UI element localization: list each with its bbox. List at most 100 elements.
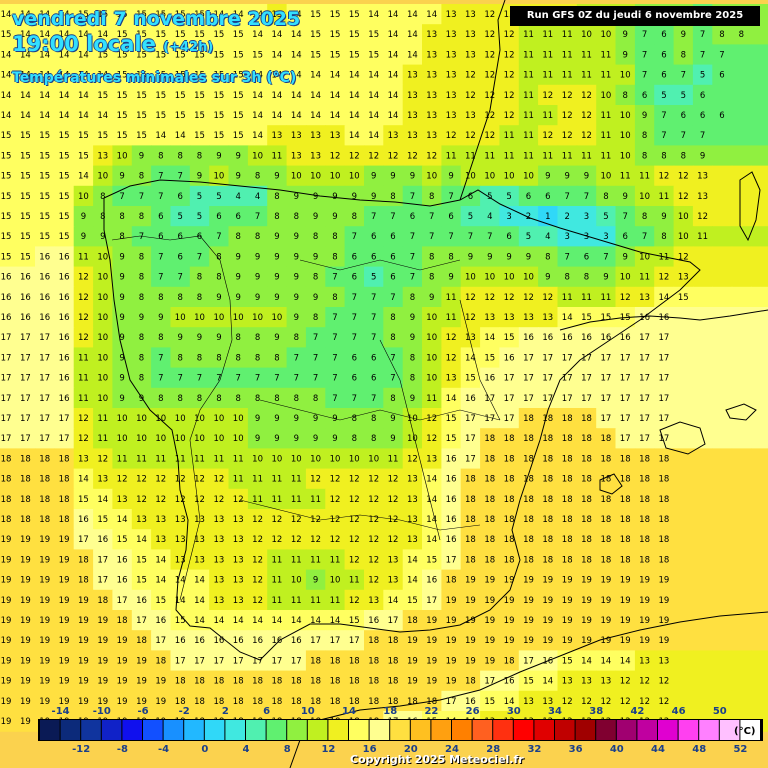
grid-value: 17 bbox=[504, 374, 515, 384]
grid-value: 14 bbox=[581, 656, 592, 666]
shading-cell bbox=[557, 448, 578, 470]
grid-value: 14 bbox=[426, 475, 437, 485]
grid-value: 12 bbox=[194, 475, 205, 485]
shading-cell bbox=[731, 206, 752, 227]
shading-cell bbox=[634, 387, 655, 409]
grid-value: 8 bbox=[274, 394, 279, 404]
shading-cell bbox=[692, 145, 713, 167]
grid-value: 13 bbox=[117, 495, 128, 505]
shading-cell bbox=[518, 327, 539, 348]
grid-value: 9 bbox=[197, 333, 202, 343]
grid-value: 7 bbox=[390, 212, 395, 222]
shading-cell bbox=[54, 84, 75, 106]
grid-value: 15 bbox=[523, 677, 534, 687]
shading-cell bbox=[712, 84, 733, 106]
grid-value: 16 bbox=[252, 636, 263, 646]
grid-value: 11 bbox=[581, 50, 592, 60]
shading-cell bbox=[712, 246, 733, 268]
grid-value: 13 bbox=[426, 454, 437, 464]
grid-value: 13 bbox=[407, 131, 418, 141]
shading-cell bbox=[131, 125, 152, 146]
shading-cell bbox=[189, 145, 210, 167]
shading-cell bbox=[518, 387, 539, 409]
grid-value: 5 bbox=[177, 212, 182, 222]
shading-cell bbox=[557, 165, 578, 187]
shading-cell bbox=[325, 266, 346, 288]
grid-value: 18 bbox=[658, 475, 669, 485]
shading-cell bbox=[247, 246, 268, 268]
shading-cell bbox=[0, 105, 17, 126]
shading-cell bbox=[0, 206, 17, 227]
grid-value: 11 bbox=[620, 172, 631, 182]
grid-value: 10 bbox=[252, 151, 263, 161]
grid-value: 15 bbox=[78, 131, 89, 141]
grid-value: 10 bbox=[523, 273, 534, 283]
shading-cell bbox=[615, 64, 636, 86]
shading-cell bbox=[673, 105, 694, 126]
shading-cell bbox=[247, 448, 268, 470]
shading-cell bbox=[634, 105, 655, 126]
grid-value: 9 bbox=[294, 273, 299, 283]
shading-cell bbox=[189, 206, 210, 227]
shading-cell bbox=[557, 307, 578, 328]
grid-value: 17 bbox=[639, 394, 650, 404]
shading-cell bbox=[305, 4, 326, 25]
shading-cell bbox=[383, 226, 404, 247]
grid-value: 15 bbox=[39, 151, 50, 161]
shading-cell bbox=[209, 327, 230, 348]
grid-value: 7 bbox=[177, 374, 182, 384]
shading-cell bbox=[305, 428, 326, 449]
grid-value: 14 bbox=[78, 91, 89, 101]
shading-cell bbox=[538, 347, 559, 369]
grid-value: 19 bbox=[426, 656, 437, 666]
shading-cell bbox=[518, 226, 539, 247]
shading-cell bbox=[518, 408, 539, 429]
grid-value: 5 bbox=[197, 212, 202, 222]
grid-value: 19 bbox=[59, 656, 70, 666]
shading-cell bbox=[751, 64, 768, 86]
grid-value: 9 bbox=[390, 414, 395, 424]
shading-cell bbox=[460, 387, 481, 409]
shading-cell bbox=[267, 105, 288, 126]
shading-cell bbox=[518, 84, 539, 106]
shading-cell bbox=[712, 105, 733, 126]
grid-value: 18 bbox=[291, 677, 302, 687]
shading-cell bbox=[54, 145, 75, 167]
grid-value: 11 bbox=[291, 596, 302, 606]
grid-value: 8 bbox=[642, 131, 647, 141]
grid-value: 7 bbox=[313, 374, 318, 384]
grid-value: 13 bbox=[697, 172, 708, 182]
grid-value: 18 bbox=[620, 535, 631, 545]
grid-value: 19 bbox=[639, 616, 650, 626]
grid-value: 11 bbox=[252, 495, 263, 505]
shading-cell bbox=[499, 387, 520, 409]
grid-value: 18 bbox=[78, 576, 89, 586]
grid-value: 8 bbox=[158, 394, 163, 404]
shading-cell bbox=[557, 387, 578, 409]
grid-value: 15 bbox=[620, 313, 631, 323]
shading-cell bbox=[751, 347, 768, 369]
grid-value: 10 bbox=[78, 192, 89, 202]
grid-value: 17 bbox=[542, 394, 553, 404]
grid-value: 13 bbox=[194, 555, 205, 565]
shading-cell bbox=[325, 448, 346, 470]
shading-cell bbox=[286, 286, 307, 308]
shading-cell bbox=[325, 408, 346, 429]
grid-value: 10 bbox=[97, 252, 108, 262]
grid-value: 12 bbox=[213, 495, 224, 505]
shading-cell bbox=[112, 125, 133, 146]
shading-cell bbox=[267, 125, 288, 146]
grid-value: 11 bbox=[523, 111, 534, 121]
shading-cell bbox=[305, 286, 326, 308]
shading-cell bbox=[751, 448, 768, 470]
shading-cell bbox=[383, 367, 404, 389]
grid-value: 14 bbox=[330, 71, 341, 81]
legend-tick-label: 30 bbox=[507, 706, 521, 717]
grid-value: 15 bbox=[175, 616, 186, 626]
shading-cell bbox=[325, 468, 346, 490]
shading-cell bbox=[480, 125, 501, 146]
grid-value: 9 bbox=[235, 252, 240, 262]
legend-tick-label: 42 bbox=[630, 706, 644, 717]
shading-cell bbox=[615, 387, 636, 409]
grid-value: 18 bbox=[155, 656, 166, 666]
